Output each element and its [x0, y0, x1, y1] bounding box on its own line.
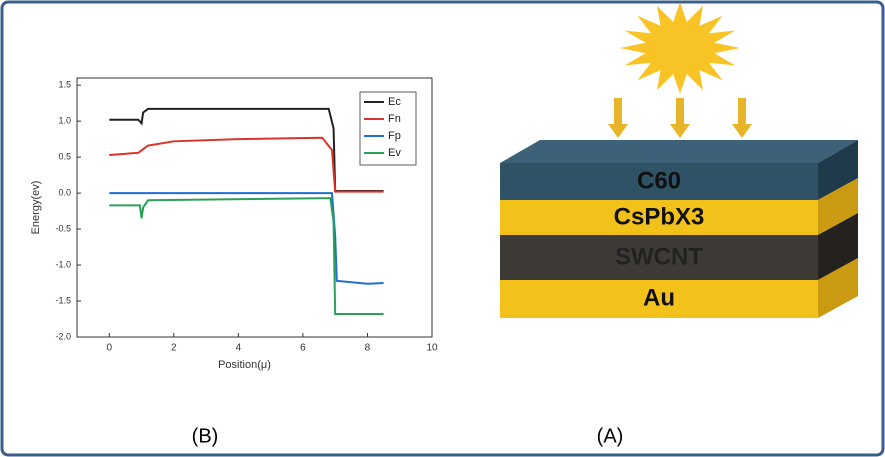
top-face: [500, 140, 858, 163]
layer-label: Au: [643, 284, 675, 311]
y-tick-label: 1.0: [58, 116, 71, 126]
panel-label: (A): [597, 425, 624, 447]
y-tick-label: -0.5: [55, 223, 71, 233]
y-tick-label: 1.5: [58, 80, 71, 90]
x-tick-label: 10: [426, 343, 438, 354]
y-tick-label: -1.5: [55, 295, 71, 305]
layer-label: SWCNT: [615, 243, 703, 270]
layer-label: CsPbX3: [614, 203, 705, 230]
legend-label: Ec: [388, 96, 401, 108]
x-tick-label: 4: [236, 343, 242, 354]
x-tick-label: 2: [171, 343, 177, 354]
y-tick-label: -1.0: [55, 259, 71, 269]
x-axis-label: Position(μ): [218, 359, 271, 371]
figure: (B) (A) C60 CsPbX3 SWCNT Au -2.0 -1.5 -1.0…: [0, 0, 885, 457]
legend-label: Ev: [388, 147, 401, 159]
y-tick-label: 0.0: [58, 187, 71, 197]
x-tick-label: 0: [106, 343, 112, 354]
y-tick-label: -2.0: [55, 331, 71, 341]
y-axis-label: Energy(ev): [30, 181, 42, 235]
sun: [620, 2, 740, 93]
panel-label: (B): [192, 425, 219, 447]
layer-label: C60: [637, 167, 681, 194]
x-tick-label: 6: [300, 343, 306, 354]
x-tick-label: 8: [365, 343, 371, 354]
y-tick-label: 0.5: [58, 152, 71, 162]
legend-label: Fp: [388, 130, 401, 142]
legend-label: Fn: [388, 113, 401, 125]
